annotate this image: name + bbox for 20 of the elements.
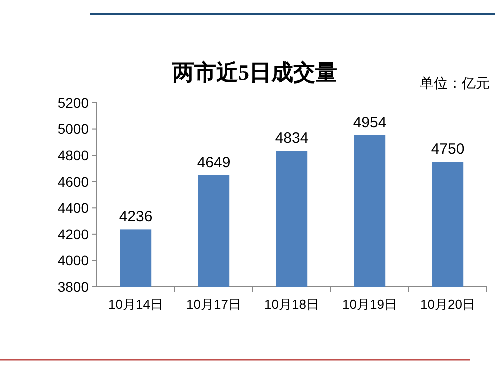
x-tick-label: 10月20日 (420, 297, 476, 312)
chart-title: 两市近5日成交量 (172, 60, 338, 85)
y-tick-label: 4800 (58, 147, 90, 164)
data-label: 4236 (119, 208, 153, 226)
y-tick-label: 4400 (58, 200, 90, 216)
data-label: 4750 (431, 141, 465, 158)
y-tick-label: 4200 (58, 226, 90, 242)
y-tick-label: 4600 (58, 174, 90, 190)
data-label: 4954 (353, 114, 387, 132)
y-tick-label: 5200 (58, 94, 90, 111)
x-tick-label: 10月17日 (186, 297, 242, 312)
x-tick-label: 10月19日 (342, 297, 398, 312)
y-tick-label: 4000 (58, 252, 90, 269)
data-label: 4649 (197, 154, 231, 172)
data-label: 4834 (275, 130, 309, 148)
text: 单位：亿元 (420, 75, 490, 91)
y-tick-label: 5000 (58, 121, 90, 138)
x-tick-label: 10月14日 (108, 297, 164, 312)
x-tick-label: 10月18日 (264, 297, 320, 312)
y-tick-label: 3800 (58, 278, 90, 295)
